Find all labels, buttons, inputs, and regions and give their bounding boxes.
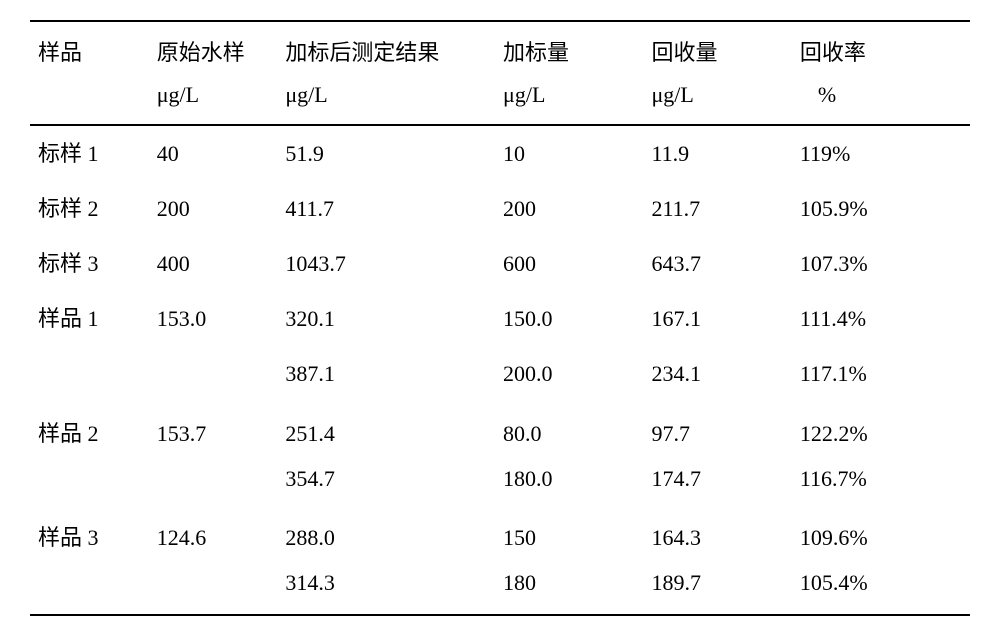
cell-recovery-rate: 119% — [792, 125, 970, 181]
cell-original: 153.0 — [149, 291, 278, 346]
header-amount-line2: μg/L — [503, 82, 545, 107]
table-row: 标样 34001043.7600643.7107.3% — [30, 236, 970, 291]
cell-original — [149, 555, 278, 615]
cell-spiked-result: 354.7 — [277, 451, 495, 506]
header-spiked-line2: μg/L — [285, 82, 327, 107]
cell-original: 400 — [149, 236, 278, 291]
cell-recovered: 11.9 — [643, 125, 791, 181]
cell-spike-amount: 180.0 — [495, 451, 643, 506]
header-recovered: 回收量 μg/L — [643, 21, 791, 125]
recovery-table: 样品 原始水样 μg/L 加标后测定结果 μg/L 加标量 μg/L 回收量 μ… — [30, 20, 970, 616]
cell-recovered: 97.7 — [643, 402, 791, 451]
table-body: 标样 14051.91011.9119%标样 2200411.7200211.7… — [30, 125, 970, 616]
cell-recovered: 174.7 — [643, 451, 791, 506]
cell-original — [149, 346, 278, 401]
cell-original — [149, 451, 278, 506]
cell-sample — [30, 555, 149, 615]
table-row: 标样 2200411.7200211.7105.9% — [30, 181, 970, 236]
cell-spiked-result: 320.1 — [277, 291, 495, 346]
cell-recovery-rate: 117.1% — [792, 346, 970, 401]
header-rate-line2: % — [800, 74, 836, 116]
cell-spiked-result: 314.3 — [277, 555, 495, 615]
cell-original: 200 — [149, 181, 278, 236]
cell-original: 124.6 — [149, 506, 278, 555]
cell-spike-amount: 10 — [495, 125, 643, 181]
table-row: 387.1200.0234.1117.1% — [30, 346, 970, 401]
header-recovered-line2: μg/L — [651, 82, 693, 107]
cell-spiked-result: 387.1 — [277, 346, 495, 401]
table-row: 样品 3124.6288.0150164.3109.6% — [30, 506, 970, 555]
cell-spike-amount: 600 — [495, 236, 643, 291]
cell-sample: 标样 3 — [30, 236, 149, 291]
cell-recovered: 189.7 — [643, 555, 791, 615]
cell-spiked-result: 251.4 — [277, 402, 495, 451]
cell-recovered: 211.7 — [643, 181, 791, 236]
cell-sample: 标样 2 — [30, 181, 149, 236]
cell-original: 40 — [149, 125, 278, 181]
cell-sample: 样品 1 — [30, 291, 149, 346]
cell-recovered: 164.3 — [643, 506, 791, 555]
cell-spike-amount: 200 — [495, 181, 643, 236]
cell-recovery-rate: 122.2% — [792, 402, 970, 451]
header-recovered-line1: 回收量 — [651, 40, 717, 65]
header-sample: 样品 — [30, 21, 149, 125]
cell-spike-amount: 150.0 — [495, 291, 643, 346]
cell-original: 153.7 — [149, 402, 278, 451]
table-header-row: 样品 原始水样 μg/L 加标后测定结果 μg/L 加标量 μg/L 回收量 μ… — [30, 21, 970, 125]
cell-sample: 样品 2 — [30, 402, 149, 451]
cell-recovery-rate: 105.9% — [792, 181, 970, 236]
header-spiked-line1: 加标后测定结果 — [285, 40, 439, 65]
header-original: 原始水样 μg/L — [149, 21, 278, 125]
cell-recovery-rate: 111.4% — [792, 291, 970, 346]
header-spiked-result: 加标后测定结果 μg/L — [277, 21, 495, 125]
header-recovery-rate: 回收率 % — [792, 21, 970, 125]
cell-recovered: 643.7 — [643, 236, 791, 291]
cell-spiked-result: 288.0 — [277, 506, 495, 555]
cell-recovered: 234.1 — [643, 346, 791, 401]
header-rate-line1: 回收率 — [800, 40, 866, 65]
cell-recovery-rate: 105.4% — [792, 555, 970, 615]
cell-recovery-rate: 109.6% — [792, 506, 970, 555]
header-sample-line1: 样品 — [38, 40, 82, 65]
table-row: 样品 2153.7251.480.097.7122.2% — [30, 402, 970, 451]
cell-spike-amount: 180 — [495, 555, 643, 615]
cell-sample — [30, 451, 149, 506]
table-row: 标样 14051.91011.9119% — [30, 125, 970, 181]
cell-sample: 标样 1 — [30, 125, 149, 181]
table-row: 样品 1153.0320.1150.0167.1111.4% — [30, 291, 970, 346]
cell-sample — [30, 346, 149, 401]
cell-recovered: 167.1 — [643, 291, 791, 346]
cell-spike-amount: 150 — [495, 506, 643, 555]
table-row: 314.3180189.7105.4% — [30, 555, 970, 615]
cell-recovery-rate: 116.7% — [792, 451, 970, 506]
table-row: 354.7180.0174.7116.7% — [30, 451, 970, 506]
header-amount-line1: 加标量 — [503, 40, 569, 65]
cell-spiked-result: 51.9 — [277, 125, 495, 181]
cell-sample: 样品 3 — [30, 506, 149, 555]
cell-spike-amount: 200.0 — [495, 346, 643, 401]
header-original-line2: μg/L — [157, 82, 199, 107]
cell-recovery-rate: 107.3% — [792, 236, 970, 291]
cell-spiked-result: 411.7 — [277, 181, 495, 236]
cell-spiked-result: 1043.7 — [277, 236, 495, 291]
header-original-line1: 原始水样 — [157, 40, 245, 65]
cell-spike-amount: 80.0 — [495, 402, 643, 451]
header-spike-amount: 加标量 μg/L — [495, 21, 643, 125]
